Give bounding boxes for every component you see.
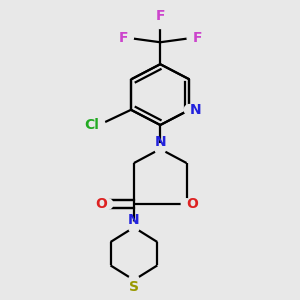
Circle shape (129, 222, 139, 232)
Circle shape (129, 275, 139, 285)
Circle shape (155, 18, 166, 28)
Text: N: N (154, 135, 166, 149)
Text: S: S (129, 280, 139, 294)
Text: O: O (96, 197, 108, 211)
Circle shape (92, 118, 105, 131)
Text: F: F (192, 31, 202, 45)
Text: Cl: Cl (84, 118, 99, 132)
Circle shape (155, 144, 166, 154)
Text: O: O (187, 197, 198, 211)
Circle shape (102, 199, 113, 209)
Text: F: F (118, 31, 128, 45)
Text: N: N (128, 213, 140, 227)
Text: N: N (190, 103, 201, 117)
Circle shape (123, 33, 133, 43)
Circle shape (184, 105, 195, 115)
Circle shape (181, 199, 192, 209)
Text: F: F (155, 9, 165, 23)
Circle shape (187, 33, 198, 43)
